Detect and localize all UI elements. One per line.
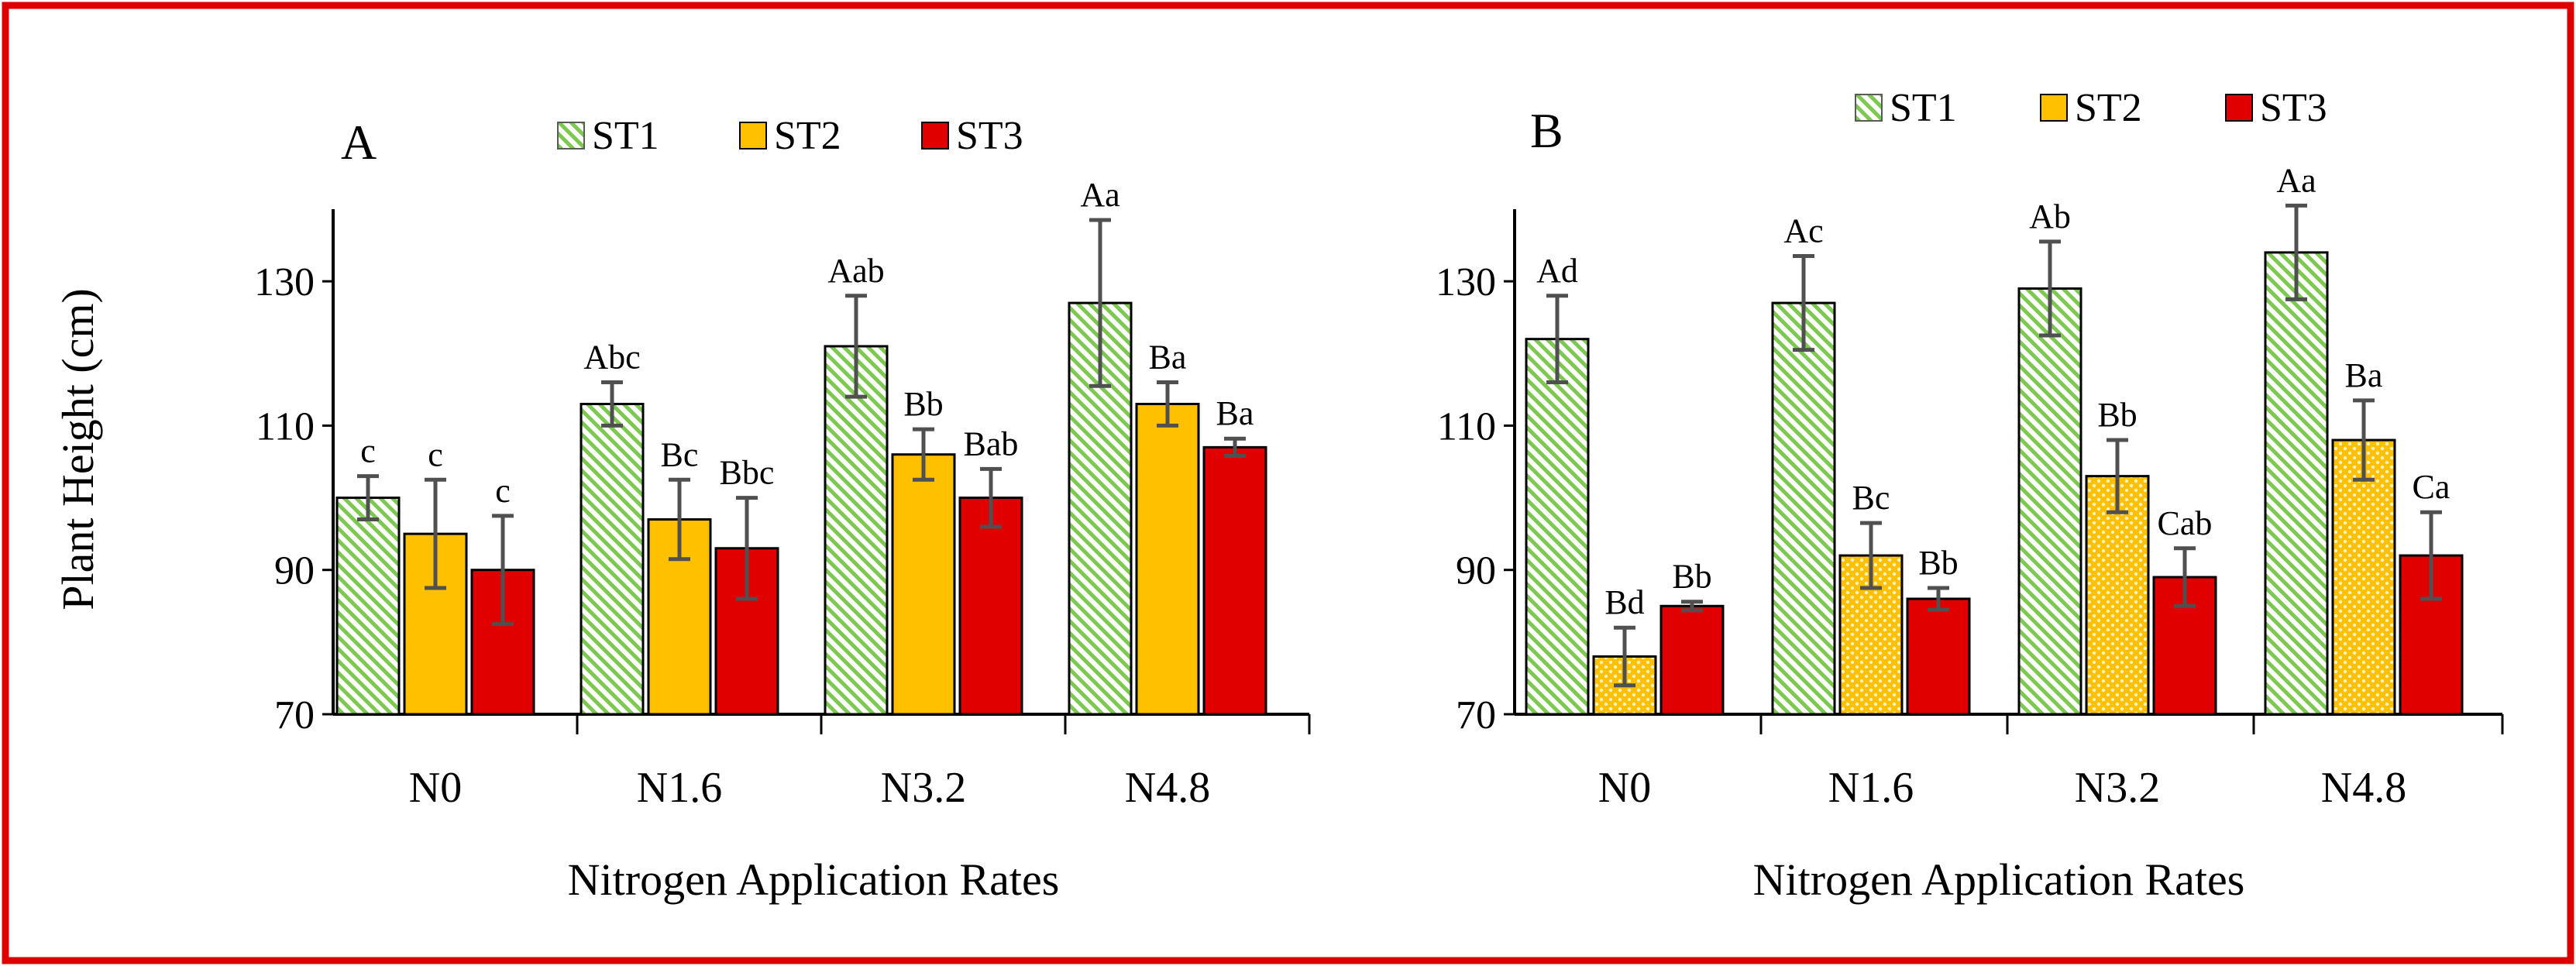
legend-label-st3: ST3 (2260, 86, 2327, 130)
y-tick-label: 70 (1456, 693, 1496, 737)
x-tick-label: N3.2 (2075, 764, 2160, 812)
y-tick-label: 90 (274, 549, 315, 593)
bar-st1 (2017, 287, 2082, 716)
legend-swatch-st1 (1855, 94, 1883, 122)
x-tick-label: N4.8 (1125, 764, 1210, 812)
significance-label-st3: Bbc (720, 454, 775, 492)
significance-label-st2: Bd (1604, 583, 1644, 621)
legend-swatch-st3 (921, 122, 949, 150)
panel-b-x-axis-title: Nitrogen Application Rates (1753, 854, 2245, 905)
significance-label-st3: Cab (2158, 504, 2213, 542)
legend-label-st3: ST3 (956, 114, 1023, 158)
panel-a-legend: ST1 ST2 ST3 (557, 114, 1023, 158)
bar-st1 (335, 497, 401, 716)
y-tick-label: 110 (256, 404, 315, 449)
bar-st2 (2085, 475, 2150, 716)
significance-label-st2: Bb (2097, 396, 2137, 434)
bar-st1 (580, 402, 645, 716)
bar-st2 (2331, 438, 2396, 716)
panel-a-label: A (341, 115, 377, 170)
legend-label-st1: ST1 (592, 114, 659, 158)
panel-b-legend: ST1 ST2 ST3 (1855, 86, 2327, 130)
significance-label-st1: Ad (1536, 252, 1578, 290)
bar-st3 (958, 497, 1023, 716)
legend-swatch-st2 (739, 122, 767, 150)
panel-b-plot: 70 90 110 130 N0 N1.6 N3.2 N4.8 Ad Ac Ab Aa Bd Bc Bb Ba… (1436, 161, 2504, 812)
significance-label-st1: Abc (583, 339, 640, 376)
bar-st1 (1525, 338, 1590, 716)
bar-st1 (2264, 251, 2329, 716)
significance-label-st1: Aa (2276, 161, 2316, 199)
x-tick-label: N1.6 (1828, 764, 1914, 812)
y-tick-label: 110 (1437, 404, 1496, 449)
bar-st2 (891, 453, 956, 716)
bar-st3 (2152, 576, 2217, 716)
x-tick-label: N4.8 (2321, 764, 2406, 812)
significance-label-st2: Bc (1852, 479, 1890, 517)
significance-label-st3: c (495, 472, 511, 510)
significance-label-st3: Bb (1672, 558, 1711, 596)
y-tick-label: 70 (274, 693, 315, 737)
bar-st2 (1135, 402, 1200, 716)
significance-label-st3: Bab (964, 425, 1019, 462)
significance-label-st3: Ba (1216, 394, 1254, 432)
x-tick-label: N3.2 (881, 764, 966, 812)
y-tick-label: 90 (1456, 549, 1496, 593)
legend-swatch-st3 (2225, 94, 2253, 122)
significance-label-st1: Aa (1080, 176, 1119, 214)
significance-label-st1: Aab (827, 252, 884, 290)
bar-st1 (1771, 301, 1836, 716)
legend-label-st2: ST2 (774, 114, 841, 158)
significance-label-st1: Ac (1783, 212, 1823, 250)
legend-label-st1: ST1 (1890, 86, 1957, 130)
significance-label-st2: c (428, 435, 443, 473)
significance-label-st2: Ba (2345, 356, 2383, 394)
panel-a-x-axis-title: Nitrogen Application Rates (568, 854, 1060, 905)
panel-a: A ST1 ST2 ST3 70 90 110 130 N0 N1.6 N3.2 N4.8 c A… (254, 114, 1311, 905)
legend-swatch-st1 (557, 122, 585, 150)
significance-label-st2: Ba (1149, 339, 1187, 376)
significance-label-st3: Ca (2413, 468, 2450, 506)
panel-b-label: B (1530, 103, 1563, 158)
legend-label-st2: ST2 (2075, 86, 2142, 130)
x-tick-label: N0 (1598, 764, 1651, 812)
significance-label-st1: Ab (2029, 198, 2071, 235)
panel-a-plot: 70 90 110 130 N0 N1.6 N3.2 N4.8 c Abc Aab Aa c Bc Bb Ba… (254, 176, 1311, 812)
y-axis-title: Plant Height (cm) (53, 288, 103, 610)
bar-st1 (824, 345, 889, 716)
significance-label-st1: c (360, 432, 376, 470)
panel-b: B ST1 ST2 ST3 70 90 110 130 N0 N1.6 N3.2 N4.8 Ad… (1436, 86, 2504, 905)
significance-label-st3: Bb (1918, 544, 1958, 582)
y-tick-label: 130 (254, 260, 315, 304)
bar-st3 (1659, 604, 1725, 716)
x-tick-label: N1.6 (637, 764, 722, 812)
y-tick-label: 130 (1436, 260, 1496, 304)
x-tick-label: N0 (409, 764, 462, 812)
bar-st3 (1906, 597, 1971, 716)
significance-label-st2: Bc (661, 435, 699, 473)
legend-swatch-st2 (2040, 94, 2068, 122)
significance-label-st2: Bb (903, 385, 943, 423)
bar-st3 (1202, 445, 1267, 716)
